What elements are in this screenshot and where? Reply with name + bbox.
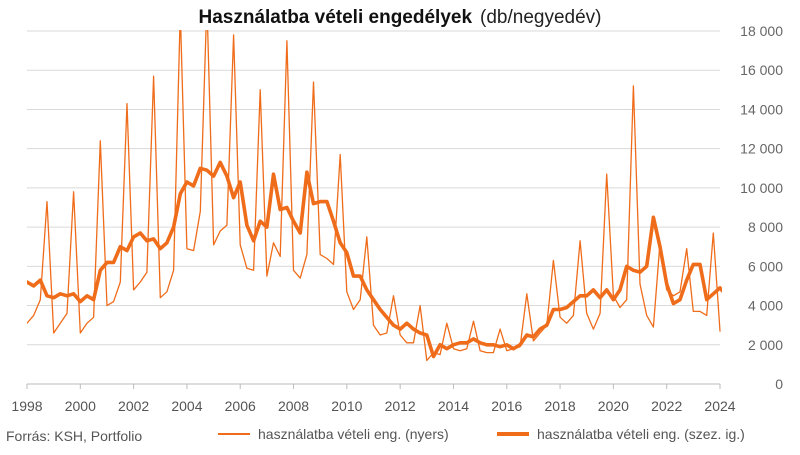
x-tick-label: 2024 [704, 398, 735, 414]
x-tick-label: 2004 [171, 398, 202, 414]
y-tick-label: 8 000 [748, 219, 783, 235]
chart-title: Használatba vételi engedélyek (db/negyedé… [0, 7, 800, 29]
x-tick-label: 2014 [438, 398, 469, 414]
y-tick-label: 12 000 [740, 141, 783, 157]
y-tick-label: 2 000 [748, 337, 783, 353]
y-tick-label: 18 000 [740, 23, 783, 39]
x-tick-label: 2020 [598, 398, 629, 414]
legend-swatch-raw [218, 433, 250, 435]
legend-swatch-sa [497, 432, 529, 436]
chart-title-unit: (db/negyedév) [480, 7, 602, 28]
x-tick-label: 2002 [118, 398, 149, 414]
legend-label-sa: használatba vételi eng. (szez. ig.) [537, 426, 745, 442]
y-tick-label: 10 000 [740, 180, 783, 196]
series-line-raw [27, 30, 721, 362]
y-tick-label: 0 [775, 376, 783, 392]
x-tick-label: 2008 [278, 398, 309, 414]
x-tick-label: 2006 [225, 398, 256, 414]
source-note: Forrás: KSH, Portfolio [6, 428, 143, 444]
x-tick-label: 2010 [331, 398, 362, 414]
y-tick-label: 6 000 [748, 258, 783, 274]
x-tick-label: 2022 [651, 398, 682, 414]
legend-item-raw: használatba vételi eng. (nyers) [218, 426, 449, 442]
y-tick-label: 4 000 [748, 298, 783, 314]
x-tick-label: 2012 [385, 398, 416, 414]
legend-item-sa: használatba vételi eng. (szez. ig.) [497, 426, 745, 442]
legend-label-raw: használatba vételi eng. (nyers) [258, 426, 449, 442]
y-tick-label: 14 000 [740, 101, 783, 117]
x-tick-label: 2018 [544, 398, 575, 414]
x-tick-label: 1998 [11, 398, 42, 414]
x-tick-label: 2000 [65, 398, 96, 414]
x-tick-label: 2016 [491, 398, 522, 414]
y-tick-label: 16 000 [740, 62, 783, 78]
series-line-seasonally-adjusted [27, 160, 722, 359]
chart-title-main: Használatba vételi engedélyek [198, 7, 473, 28]
